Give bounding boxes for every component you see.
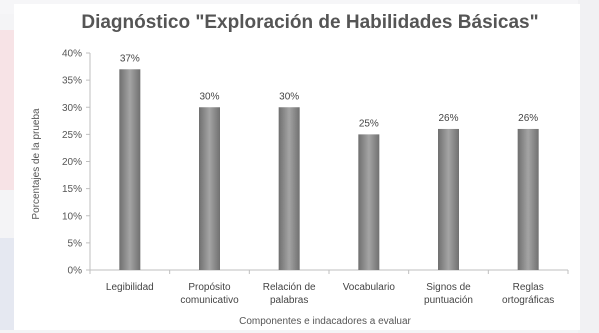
y-tick-label: 20% [62,157,82,168]
bar-series [119,69,539,271]
bar [438,128,459,270]
background-accent-right [578,0,599,333]
category-label: Reglas [513,282,544,293]
category-label: Legibilidad [106,282,154,293]
y-tick-label: 15% [62,184,82,195]
bar-data-label: 37% [120,53,140,64]
category-label: palabras [270,295,308,306]
y-tick-label: 5% [68,238,83,249]
y-tick-label: 25% [62,130,82,141]
y-axis: 0% 5% 10% 15% 20% 25% 30% 35% 40% [62,49,90,277]
y-tick-label: 35% [62,76,82,87]
y-tick-label: 0% [68,266,83,277]
bar-data-label: 30% [279,91,299,102]
category-label: Propósito [188,282,231,293]
bar [358,134,380,270]
y-axis-title: Porcentajes de la prueba [31,108,42,220]
bar-chart: Diagnóstico "Exploración de Habilidades … [31,12,569,327]
category-label: Relación de [263,282,316,293]
bar-data-label: 30% [199,91,219,102]
y-tick-label: 10% [62,211,82,222]
category-label: puntuación [424,295,473,306]
chart-card: Diagnóstico "Exploración de Habilidades … [14,4,580,330]
x-axis: Legibilidad Propósito comunicativo Relación… [106,282,554,306]
category-label: ortográficas [502,295,554,306]
x-axis-title: Componentes e indacadores a evaluar [239,316,411,327]
category-label: Vocabulario [343,282,396,293]
axis-lines [89,53,569,274]
category-label: Signos de [426,282,471,293]
y-tick-label: 30% [62,103,82,114]
bar [119,69,141,271]
bar-data-label: 25% [359,118,379,129]
bar-data-label: 26% [518,113,538,124]
chart-title: Diagnóstico "Exploración de Habilidades … [81,12,538,33]
category-label: comunicativo [180,295,239,306]
bar [199,107,220,270]
data-labels: 37% 30% 30% 25% 26% 26% [120,53,538,129]
bar-data-label: 26% [438,113,458,124]
y-tick-label: 40% [62,49,82,60]
bar [278,107,300,270]
bar [517,128,539,270]
